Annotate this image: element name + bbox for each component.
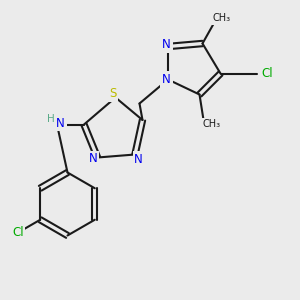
Text: CH₃: CH₃	[202, 119, 220, 130]
Text: H: H	[46, 114, 54, 124]
Text: Cl: Cl	[261, 67, 273, 80]
Text: N: N	[162, 38, 171, 52]
Text: N: N	[162, 73, 171, 86]
Text: CH₃: CH₃	[213, 13, 231, 23]
Text: S: S	[109, 87, 116, 101]
Text: N: N	[134, 152, 143, 166]
Text: N: N	[88, 152, 98, 166]
Text: Cl: Cl	[12, 226, 23, 239]
Text: N: N	[56, 116, 65, 130]
